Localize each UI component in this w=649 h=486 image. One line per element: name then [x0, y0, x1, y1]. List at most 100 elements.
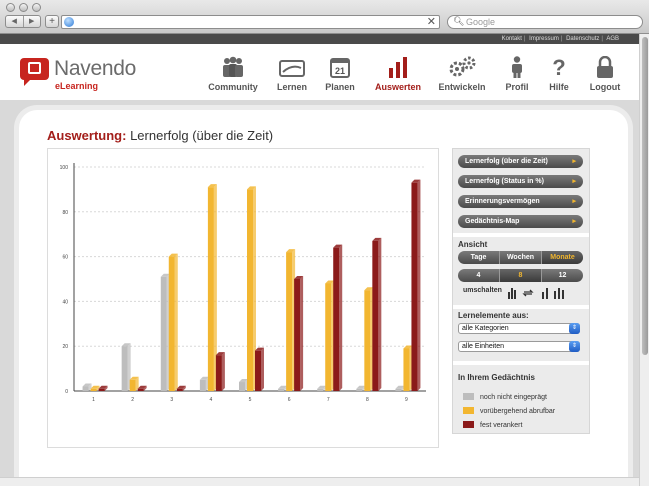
bar-top	[286, 249, 296, 253]
bar-top	[199, 376, 209, 380]
x-tick-label: 5	[249, 397, 252, 403]
legend-title: In Ihrem Gedächtnis	[458, 373, 535, 382]
toggle-label: umschalten	[463, 287, 502, 294]
count-4-button[interactable]: 4	[476, 272, 481, 279]
y-tick-label: 80	[62, 210, 68, 216]
report-erinnerung-button[interactable]: Erinnerungsvermögen	[458, 195, 583, 208]
community-icon	[206, 54, 260, 78]
bar-top	[255, 347, 264, 351]
bar	[364, 290, 371, 391]
y-tick-label: 100	[60, 165, 69, 171]
new-tab-button[interactable]: +	[45, 15, 59, 28]
y-tick-label: 0	[65, 389, 68, 395]
brand-name[interactable]: Navendo	[54, 57, 136, 80]
close-window-button[interactable]	[6, 3, 15, 12]
x-tick-label: 2	[131, 397, 134, 403]
bar-top	[90, 385, 100, 389]
vertical-scrollbar[interactable]	[639, 34, 649, 486]
category-select[interactable]: alle Kategorien ⇕	[458, 323, 580, 334]
x-tick-label: 7	[327, 397, 330, 403]
bar-top	[364, 287, 374, 291]
bar-top	[278, 385, 288, 389]
forward-button[interactable]: ▶	[22, 16, 41, 27]
bar	[98, 388, 105, 391]
nav-entwickeln[interactable]: Entwickeln	[438, 54, 486, 92]
nav-profil[interactable]: Profil	[503, 54, 531, 92]
grouped-bars-icon[interactable]	[508, 288, 516, 299]
nav-community[interactable]: Community	[206, 54, 260, 92]
search-field[interactable]: 🔍︎ Google	[447, 15, 643, 29]
calendar-icon: 21	[322, 54, 358, 78]
unit-select[interactable]: alle Einheiten ⇕	[458, 341, 580, 352]
link-datenschutz[interactable]: Datenschutz	[566, 36, 600, 42]
unit-tage-button[interactable]: Tage	[470, 254, 487, 261]
unit-wochen-button[interactable]: Wochen	[499, 251, 541, 264]
link-agb[interactable]: AGB	[606, 36, 619, 42]
bar	[403, 348, 410, 391]
clear-url-icon[interactable]: ✕	[426, 16, 436, 28]
view-label: Ansicht	[458, 240, 488, 249]
bar-side	[378, 237, 382, 391]
nav-lernen[interactable]: Lernen	[273, 54, 311, 92]
page-title-bold: Auswertung:	[47, 128, 127, 143]
nav-hilfe[interactable]: ? Hilfe	[545, 54, 573, 92]
bar	[325, 283, 332, 391]
bar-side	[96, 385, 100, 391]
report-lernerfolg-zeit-button[interactable]: Lernerfolg (über die Zeit)	[458, 155, 583, 168]
calendar-day-text: 21	[335, 66, 345, 76]
nav-label: Hilfe	[549, 82, 569, 92]
horizontal-scrollbar[interactable]	[0, 477, 639, 486]
bar	[90, 388, 97, 391]
bar-top	[395, 385, 405, 389]
x-tick-label: 1	[92, 397, 95, 403]
window-controls	[6, 3, 41, 12]
scroll-thumb[interactable]	[642, 37, 648, 355]
stacked-bars-icon[interactable]	[542, 288, 564, 299]
divider	[453, 305, 589, 309]
select-arrow-icon: ⇕	[569, 341, 580, 352]
x-tick-label: 3	[170, 397, 173, 403]
bar-top	[168, 253, 178, 257]
link-kontakt[interactable]: Kontakt	[501, 36, 522, 42]
search-placeholder: Google	[466, 17, 496, 27]
bar-side	[221, 352, 225, 391]
logo-icon[interactable]	[20, 58, 49, 86]
bar	[129, 379, 136, 391]
site-header: Navendo eLearning Community Lernen 21 Pl…	[0, 44, 639, 100]
toggle-icons	[508, 288, 564, 299]
report-lernerfolg-status-button[interactable]: Lernerfolg (Status in %)	[458, 175, 583, 188]
legend-label: noch nicht eingeprägt	[480, 394, 547, 401]
minimize-window-button[interactable]	[19, 3, 28, 12]
elements-label: Lernelemente aus:	[458, 311, 529, 320]
count-selector: 4 8 12	[458, 269, 583, 282]
switch-icon[interactable]	[522, 289, 534, 297]
back-button[interactable]: ◀	[11, 18, 17, 25]
bar	[356, 388, 363, 391]
nav-auswerten[interactable]: Auswerten	[374, 54, 422, 92]
top-links: Kontakt | Impressum | Datenschutz | AGB	[0, 34, 639, 44]
report-gedaechtnis-map-button[interactable]: Gedächtnis-Map	[458, 215, 583, 228]
page-title-rest: Lernerfolg (über die Zeit)	[126, 128, 274, 143]
count-8-button[interactable]: 8	[499, 269, 541, 282]
nav-planen[interactable]: 21 Planen	[322, 54, 358, 92]
nav-logout[interactable]: Logout	[588, 54, 622, 92]
bar-side	[261, 347, 264, 391]
bar-top	[82, 383, 92, 387]
time-unit-selector: Tage Wochen Monate	[458, 251, 583, 264]
bar	[207, 187, 214, 391]
nav-label: Planen	[325, 82, 355, 92]
page-title: Auswertung: Lernerfolg (über die Zeit)	[47, 128, 273, 143]
bar-side	[339, 244, 343, 391]
bar-side	[127, 343, 131, 391]
y-tick-label: 60	[62, 255, 68, 261]
url-bar[interactable]: ✕	[61, 15, 440, 29]
zoom-window-button[interactable]	[32, 3, 41, 12]
bar	[286, 252, 293, 391]
count-12-button[interactable]: 12	[541, 269, 583, 282]
main-panel: Auswertung: Lernerfolg (über die Zeit) 0…	[19, 110, 628, 486]
bar-top	[317, 385, 327, 389]
unit-monate-button[interactable]: Monate	[541, 251, 583, 264]
bar-top	[176, 385, 186, 389]
link-impressum[interactable]: Impressum	[529, 36, 559, 42]
nav-label: Profil	[505, 82, 529, 92]
